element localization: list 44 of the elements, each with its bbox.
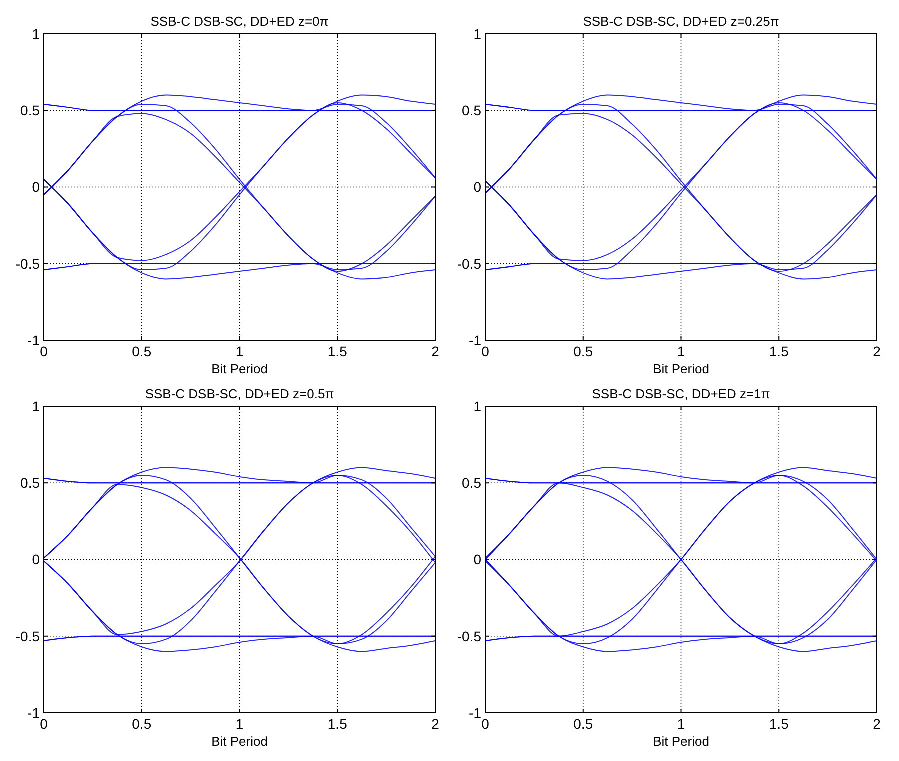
x-tick-label: 0.5 bbox=[132, 716, 152, 732]
x-tick-label: 2 bbox=[873, 716, 882, 732]
y-tick-label: 1 bbox=[32, 26, 40, 42]
x-tick-label: 1.5 bbox=[328, 344, 348, 360]
x-tick-label: 1.5 bbox=[328, 716, 348, 732]
y-tick-label: 0 bbox=[474, 179, 482, 196]
y-tick-label: 0.5 bbox=[462, 475, 482, 492]
y-tick-label: 0.5 bbox=[20, 475, 40, 492]
y-tick-label: -1 bbox=[28, 704, 40, 721]
y-tick-label: -1 bbox=[469, 704, 482, 721]
y-tick-label: 0 bbox=[32, 179, 40, 196]
y-tick-label: 0 bbox=[32, 552, 40, 568]
x-tick-label: 1 bbox=[236, 716, 244, 732]
x-axis-title: Bit Period bbox=[653, 734, 710, 749]
x-axis-title: Bit Period bbox=[212, 362, 268, 376]
x-tick-label: 2 bbox=[873, 344, 882, 360]
y-tick-label: -0.5 bbox=[457, 256, 482, 272]
x-tick-label: 1.5 bbox=[769, 716, 790, 732]
x-axis-title: Bit Period bbox=[212, 734, 268, 749]
y-tick-label: -0.5 bbox=[16, 256, 40, 272]
y-tick-label: -1 bbox=[469, 332, 482, 348]
x-tick-label: 2 bbox=[432, 716, 440, 732]
x-tick-label: 2 bbox=[432, 344, 440, 360]
x-tick-label: 0.5 bbox=[132, 344, 152, 360]
x-tick-label: 1.5 bbox=[769, 344, 790, 360]
x-tick-label: 0.5 bbox=[574, 344, 594, 360]
y-tick-label: 0 bbox=[474, 552, 482, 568]
x-tick-label: 1 bbox=[236, 344, 244, 360]
y-tick-label: -0.5 bbox=[457, 628, 482, 644]
y-tick-label: 1 bbox=[32, 398, 40, 414]
y-tick-label: 0.5 bbox=[462, 102, 482, 119]
y-tick-label: -1 bbox=[28, 332, 40, 348]
y-tick-label: 1 bbox=[474, 398, 482, 414]
chart-title: SSB-C DSB-SC, DD+ED z=1π bbox=[592, 386, 770, 402]
chart-title: SSB-C DSB-SC, DD+ED z=0.5π bbox=[145, 386, 334, 402]
y-tick-label: 0.5 bbox=[20, 102, 40, 119]
x-tick-label: 1 bbox=[677, 344, 686, 360]
x-axis-title: Bit Period bbox=[653, 362, 710, 376]
x-tick-label: 0.5 bbox=[574, 716, 594, 732]
chart-title: SSB-C DSB-SC, DD+ED z=0.25π bbox=[583, 14, 780, 29]
x-tick-label: 1 bbox=[677, 716, 686, 732]
chart-title: SSB-C DSB-SC, DD+ED z=0π bbox=[150, 14, 329, 29]
y-tick-label: 1 bbox=[474, 26, 482, 42]
y-tick-label: -0.5 bbox=[16, 628, 40, 644]
